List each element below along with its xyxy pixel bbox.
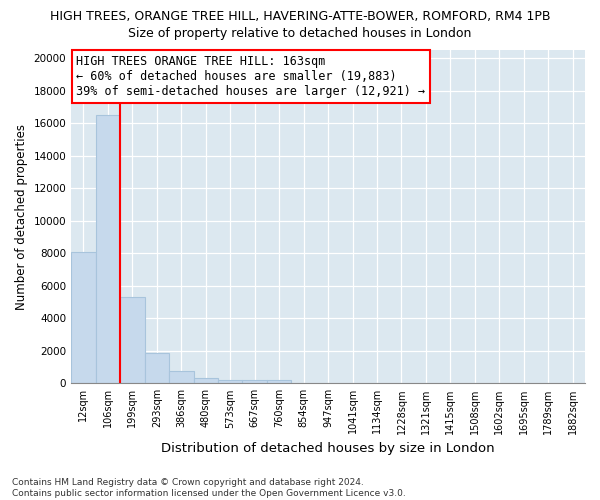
Bar	[145, 353, 169, 384]
Bar	[169, 371, 194, 384]
Bar	[218, 380, 242, 384]
Text: Size of property relative to detached houses in London: Size of property relative to detached ho…	[128, 28, 472, 40]
Bar	[242, 380, 267, 384]
Bar	[194, 378, 218, 384]
Y-axis label: Number of detached properties: Number of detached properties	[15, 124, 28, 310]
Bar	[120, 297, 145, 384]
Bar	[267, 380, 292, 384]
Text: Contains HM Land Registry data © Crown copyright and database right 2024.
Contai: Contains HM Land Registry data © Crown c…	[12, 478, 406, 498]
Bar	[71, 252, 95, 384]
Text: HIGH TREES, ORANGE TREE HILL, HAVERING-ATTE-BOWER, ROMFORD, RM4 1PB: HIGH TREES, ORANGE TREE HILL, HAVERING-A…	[50, 10, 550, 23]
Text: HIGH TREES ORANGE TREE HILL: 163sqm
← 60% of detached houses are smaller (19,883: HIGH TREES ORANGE TREE HILL: 163sqm ← 60…	[76, 55, 425, 98]
Bar	[95, 115, 120, 384]
X-axis label: Distribution of detached houses by size in London: Distribution of detached houses by size …	[161, 442, 495, 455]
